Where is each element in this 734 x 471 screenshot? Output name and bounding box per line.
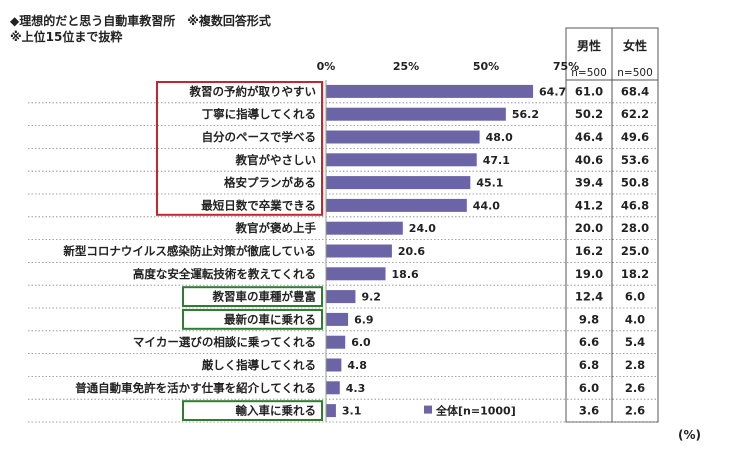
bar (326, 404, 336, 418)
male-value: 16.2 (575, 244, 603, 258)
male-value: 6.0 (579, 381, 599, 395)
female-value: 5.4 (625, 335, 645, 349)
chart-title: ◆理想的だと思う自動車教習所 ※複数回答形式 (10, 14, 271, 28)
chart-subtitle: ※上位15位まで抜粋 (10, 30, 123, 44)
bar (326, 312, 349, 326)
bar-value-label: 6.9 (354, 313, 374, 326)
category-label: 自分のペースで学べる (202, 130, 316, 144)
bar (326, 176, 471, 190)
bar (326, 107, 506, 121)
category-label: 格安プランがある (224, 176, 316, 190)
bar (326, 130, 480, 144)
bar-value-label: 45.1 (476, 177, 503, 190)
bar (326, 244, 392, 258)
female-value: 25.0 (621, 244, 649, 258)
bar-value-label: 64.7 (539, 85, 566, 98)
table-header-female: 女性 (623, 38, 647, 53)
male-value: 9.8 (579, 312, 599, 326)
table-header-n: n=500 (617, 67, 653, 79)
male-value: 6.6 (579, 335, 599, 349)
male-value: 19.0 (575, 267, 603, 281)
male-value: 3.6 (579, 404, 599, 418)
category-label: 教官がやさしい (235, 153, 317, 167)
bar-value-label: 44.0 (473, 199, 500, 212)
female-value: 68.4 (621, 84, 649, 98)
male-value: 39.4 (575, 176, 603, 190)
female-value: 53.6 (621, 153, 649, 167)
male-value: 41.2 (575, 198, 603, 212)
female-value: 2.6 (625, 381, 645, 395)
bar-value-label: 47.1 (483, 154, 510, 167)
bar-value-label: 4.3 (346, 382, 366, 395)
bar (326, 198, 467, 212)
legend-swatch (424, 405, 432, 414)
male-value: 6.8 (579, 358, 599, 372)
male-value: 50.2 (575, 107, 603, 121)
highlight-box-green (182, 309, 323, 330)
female-value: 28.0 (621, 221, 649, 235)
category-label: 教習車の車種が豊富 (212, 290, 317, 304)
female-value: 2.6 (625, 404, 645, 418)
female-value: 46.8 (621, 198, 649, 212)
bar (326, 290, 356, 304)
category-label: マイカー選びの相談に乗ってくれる (133, 335, 316, 349)
category-label: 丁寧に指導してくれる (202, 107, 316, 121)
bar (326, 84, 534, 98)
female-value: 6.0 (625, 290, 645, 304)
highlight-box-green (182, 286, 323, 308)
female-value: 49.6 (621, 130, 649, 144)
x-tick-label: 50% (473, 60, 499, 73)
x-tick-label: 0% (317, 60, 336, 73)
male-value: 40.6 (575, 153, 603, 167)
bar-value-label: 48.0 (486, 131, 513, 144)
bar-value-label: 3.1 (342, 405, 362, 418)
category-label: 教習の予約が取りやすい (189, 84, 317, 98)
bar (326, 267, 386, 281)
category-label: 最短日数で卒業できる (201, 198, 316, 212)
bar (326, 335, 346, 349)
female-value: 4.0 (625, 312, 645, 326)
table-header-male: 男性 (577, 38, 601, 53)
male-value: 20.0 (575, 221, 603, 235)
bar-value-label: 24.0 (409, 222, 436, 235)
legend-label: 全体[n=1000] (435, 404, 516, 418)
bar-value-label: 20.6 (398, 245, 425, 258)
category-label: 高度な安全運転技術を教えてくれる (133, 267, 316, 281)
bar-value-label: 6.0 (351, 336, 371, 349)
bar (326, 153, 477, 167)
bar-value-label: 18.6 (392, 268, 419, 281)
category-label: 最新の車に乗れる (224, 312, 316, 326)
highlight-box-green (182, 400, 323, 422)
x-tick-label: 75% (553, 60, 579, 73)
male-value: 12.4 (575, 290, 603, 304)
bar-value-label: 9.2 (361, 291, 381, 304)
bar (326, 381, 340, 395)
category-label: 厳しく指導してくれる (202, 358, 316, 372)
male-value: 46.4 (575, 130, 603, 144)
bar-value-label: 56.2 (512, 108, 539, 121)
male-value: 61.0 (575, 84, 603, 98)
female-value: 18.2 (621, 267, 649, 281)
female-value: 50.8 (621, 176, 649, 190)
x-tick-label: 25% (393, 60, 419, 73)
bar-value-label: 4.8 (347, 359, 367, 372)
bar (326, 358, 342, 372)
highlight-box-red (156, 81, 323, 216)
category-label: 普通自動車免許を活かす仕事を紹介してくれる (75, 381, 316, 395)
unit-label: (%) (678, 428, 701, 442)
category-label: 輸入車に乗れる (236, 404, 317, 418)
category-label: 教官が褒め上手 (235, 221, 317, 235)
female-value: 2.8 (625, 358, 645, 372)
female-value: 62.2 (621, 107, 649, 121)
bar (326, 221, 403, 235)
category-label: 新型コロナウイルス感染防止対策が徹底している (63, 244, 316, 258)
table-header-n: n=500 (571, 67, 607, 79)
